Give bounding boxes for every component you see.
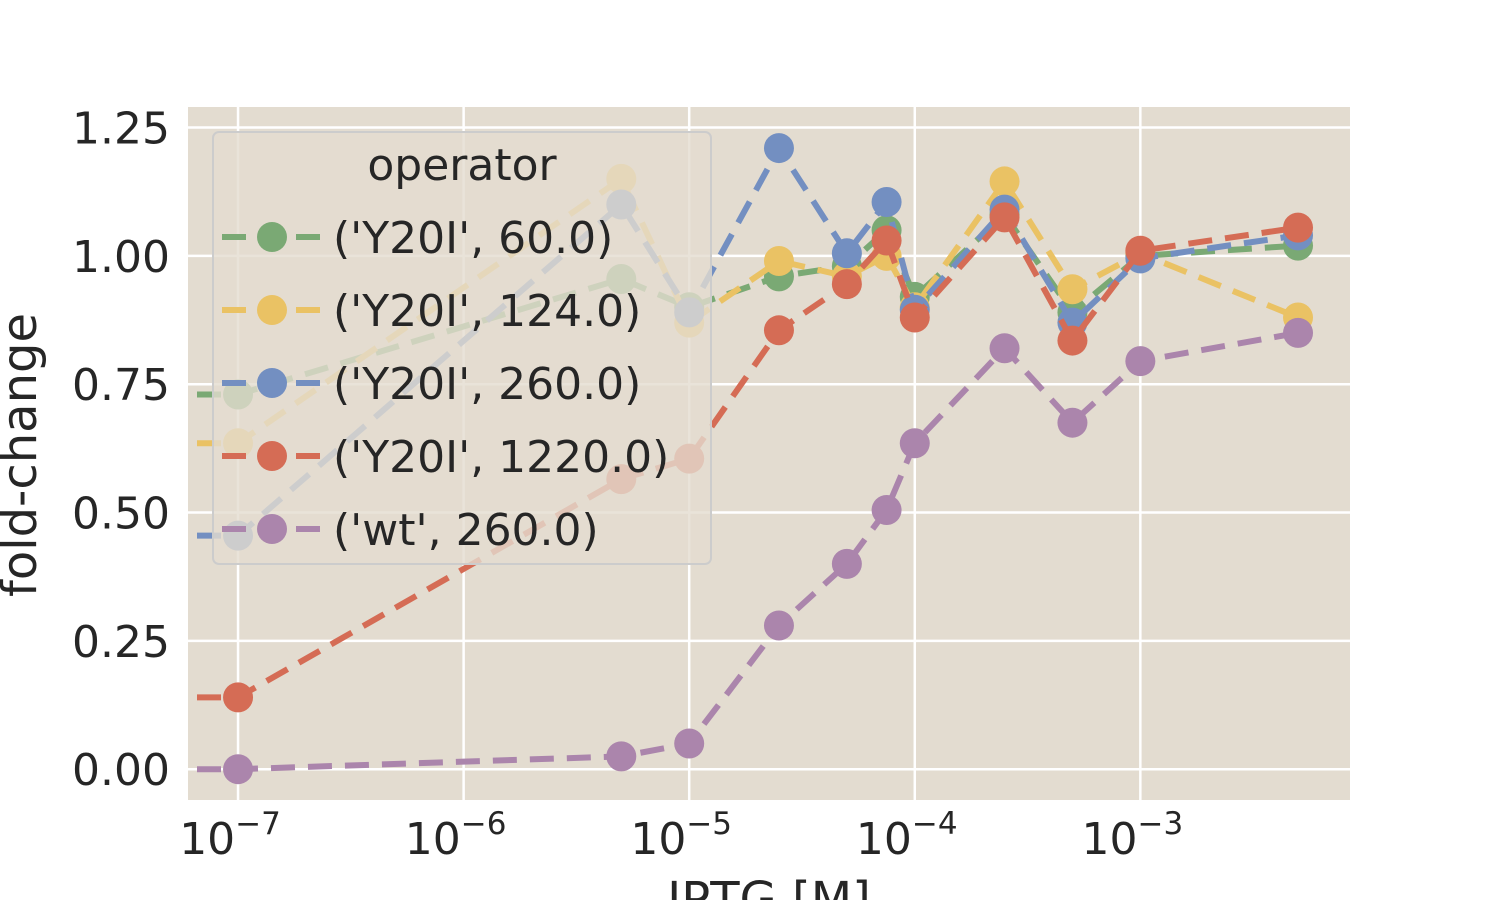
y-tick-label: 0.50 [72, 489, 170, 540]
data-point [1283, 212, 1314, 243]
data-point [1057, 407, 1088, 438]
legend-marker [257, 295, 287, 325]
legend-item: ('Y20I', 1220.0) [222, 432, 669, 483]
y-tick-label: 0.00 [72, 745, 170, 796]
data-point [831, 269, 862, 300]
data-point [223, 682, 254, 713]
data-point [1057, 325, 1088, 356]
data-point [899, 302, 930, 333]
data-point [763, 246, 794, 276]
legend-marker [257, 368, 287, 398]
y-tick-label: 0.25 [72, 617, 170, 668]
y-tick-label: 0.75 [72, 360, 170, 411]
legend-item: ('Y20I', 260.0) [222, 359, 641, 410]
data-point [1125, 235, 1156, 266]
legend: operator ('Y20I', 60.0)('Y20I', 124.0)('… [212, 131, 712, 565]
data-point [871, 225, 902, 256]
legend-item: ('wt', 260.0) [222, 505, 599, 556]
legend-label: ('Y20I', 124.0) [333, 286, 641, 337]
data-point [1057, 274, 1088, 305]
legend-item: ('Y20I', 124.0) [222, 286, 641, 337]
y-tick-labels: 0.00 0.25 0.50 0.75 1.00 1.25 [72, 104, 170, 797]
series-4 [188, 317, 1314, 785]
y-axis-label: fold-change [0, 313, 48, 597]
data-point [989, 166, 1020, 197]
legend-items: ('Y20I', 60.0) ('Y20I', 124.0) ('Y20I', 26… [222, 213, 669, 556]
data-point [871, 494, 902, 525]
data-point [989, 333, 1020, 364]
legend-marker [257, 514, 287, 544]
data-point [899, 428, 930, 459]
legend-label: ('Y20I', 260.0) [333, 359, 641, 410]
series-line [188, 329, 1299, 773]
data-point [831, 548, 862, 579]
legend-title: operator [367, 140, 557, 191]
x-tick-label: 10−4 [856, 806, 958, 865]
data-point [763, 133, 794, 164]
y-tick-label: 1.00 [72, 232, 170, 283]
data-point [1125, 346, 1156, 377]
legend-label: ('Y20I', 60.0) [333, 213, 613, 264]
legend-item: ('Y20I', 60.0) [222, 213, 613, 264]
data-point [1283, 317, 1314, 348]
x-tick-label: 10−7 [179, 806, 281, 865]
x-axis-label: IPTG [M] [667, 872, 871, 900]
legend-label: ('wt', 260.0) [333, 505, 599, 556]
legend-label: ('Y20I', 1220.0) [333, 432, 669, 483]
data-point [763, 315, 794, 346]
data-point [674, 728, 705, 759]
data-point [223, 754, 254, 785]
x-tick-label: 10−5 [630, 806, 732, 865]
data-point [831, 238, 862, 269]
x-tick-label: 10−3 [1081, 806, 1183, 865]
y-tick-label: 1.25 [72, 104, 170, 155]
data-point [606, 741, 637, 772]
x-tick-labels: 10−7 10−6 10−5 10−4 10−3 [179, 806, 1183, 865]
data-point [989, 202, 1020, 233]
data-point [763, 610, 794, 641]
data-point [871, 186, 902, 217]
legend-box [212, 131, 712, 565]
x-tick-label: 10−6 [405, 806, 507, 865]
legend-marker [257, 441, 287, 471]
legend-marker [257, 222, 287, 252]
